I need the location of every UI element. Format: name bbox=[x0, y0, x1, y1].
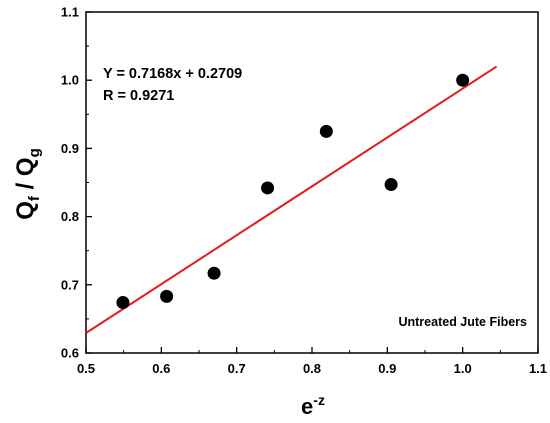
x-tick-label: 0.9 bbox=[378, 361, 396, 376]
data-point bbox=[261, 181, 275, 195]
y-tick-label: 0.8 bbox=[61, 209, 79, 224]
y-tick-label: 0.7 bbox=[61, 277, 79, 292]
x-tick-label: 0.7 bbox=[228, 361, 246, 376]
data-point bbox=[319, 124, 333, 138]
y-axis-title-sub2: g bbox=[26, 148, 43, 157]
y-axis-title-slash: / bbox=[12, 176, 39, 196]
data-point bbox=[207, 266, 221, 280]
x-tick-label: 0.6 bbox=[152, 361, 170, 376]
y-axis-title-q2: Q bbox=[12, 157, 39, 176]
fit-line bbox=[85, 65, 498, 334]
x-axis-title: e-z bbox=[301, 392, 325, 419]
y-tick-label: 1.0 bbox=[61, 73, 79, 88]
x-tick-label: 1.1 bbox=[529, 361, 547, 376]
y-tick-label: 0.6 bbox=[61, 346, 79, 361]
y-axis-title-q1: Q bbox=[12, 201, 39, 220]
x-tick-label: 0.5 bbox=[77, 361, 95, 376]
equation-annotation: Y = 0.7168x + 0.2709 bbox=[103, 66, 242, 82]
plot-area: 0.5 0.6 0.7 0.8 0.9 1.0 1.10.60.70.80.91.01.1 bbox=[61, 5, 547, 377]
y-tick-label: 0.9 bbox=[61, 141, 79, 156]
x-axis-title-superscript: -z bbox=[313, 392, 325, 408]
x-tick-label: 1.0 bbox=[454, 361, 472, 376]
y-axis-title: Qf / Qg bbox=[12, 148, 43, 220]
x-tick-label: 0.8 bbox=[303, 361, 321, 376]
sample-label-annotation: Untreated Jute Fibers bbox=[398, 315, 527, 329]
r-value-annotation: R = 0.9271 bbox=[103, 88, 174, 104]
data-point bbox=[116, 296, 130, 310]
x-axis-title-base: e bbox=[301, 394, 313, 419]
y-axis-title-sub1: f bbox=[26, 195, 43, 201]
data-point bbox=[456, 73, 470, 87]
plot-frame bbox=[85, 11, 539, 354]
data-point bbox=[384, 178, 398, 192]
data-point bbox=[160, 289, 174, 303]
y-tick-label: 1.1 bbox=[61, 5, 79, 20]
